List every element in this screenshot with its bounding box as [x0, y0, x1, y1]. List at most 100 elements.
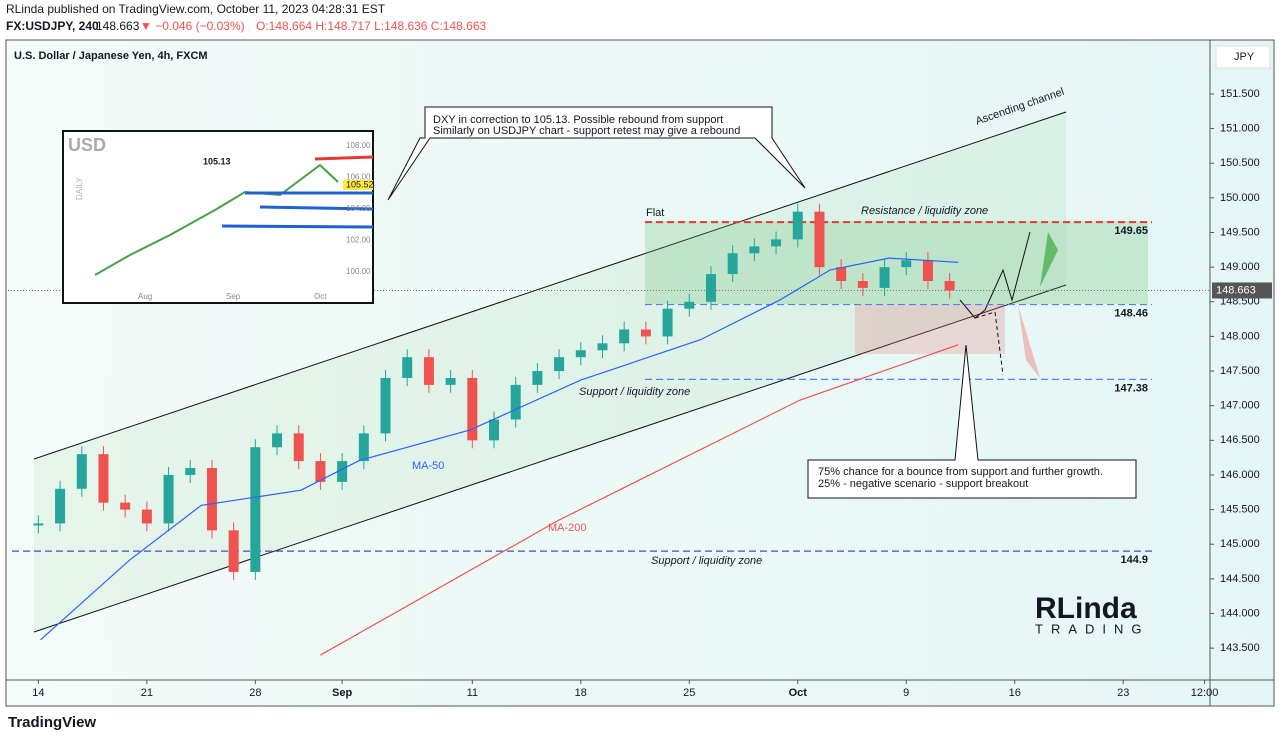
last-price-box: [1212, 282, 1272, 299]
x-tick-label: 18: [575, 687, 587, 699]
x-tick-label: 14: [32, 687, 44, 699]
y-tick-label: 150.000: [1220, 192, 1260, 204]
y-tick-label: 145.000: [1220, 538, 1260, 550]
y-tick-label: 144.000: [1220, 607, 1260, 619]
level-label: 147.38: [1114, 382, 1148, 394]
candle: [619, 329, 630, 344]
candle: [575, 350, 586, 358]
inset-last: 105.52: [346, 179, 374, 189]
inset-title: USD: [68, 135, 106, 155]
candle: [640, 329, 651, 337]
candle: [792, 211, 803, 240]
y-tick-label: 149.500: [1220, 226, 1260, 238]
footer: TradingView: [8, 714, 96, 731]
up-arrow: [1040, 232, 1058, 287]
ma-line: [320, 344, 959, 656]
down-arrow: [1018, 305, 1040, 378]
candle: [293, 433, 304, 462]
candle: [55, 488, 66, 524]
ohlc: O:148.664 H:148.717 L:148.636 C:148.663: [256, 19, 487, 33]
candle: [467, 377, 478, 441]
candle: [445, 377, 456, 385]
candle: [141, 509, 152, 524]
candle: [705, 274, 716, 302]
annotation: Flat: [646, 207, 664, 219]
callout: [807, 344, 1137, 499]
y-tick-label: 147.500: [1220, 365, 1260, 377]
y-tick-label: 148.500: [1220, 296, 1260, 308]
candle: [597, 343, 608, 351]
logo: RLinda: [1035, 592, 1137, 625]
y-tick-label: 145.500: [1220, 503, 1260, 515]
inset-y-tick: 104.00: [346, 204, 371, 213]
candle: [727, 253, 738, 275]
y-tick-label: 148.000: [1220, 330, 1260, 342]
annotation: Support / liquidity zone: [579, 386, 690, 398]
inset-last-box: [343, 180, 373, 190]
ma-line: [40, 257, 959, 641]
candle: [857, 280, 868, 288]
x-tick-label: 21: [141, 687, 153, 699]
chart-title: U.S. Dollar / Japanese Yen, 4h, FXCM: [14, 50, 208, 62]
logo-sub: TRADING: [1035, 621, 1150, 636]
x-tick-label: 12:00: [1191, 687, 1219, 699]
candle: [532, 371, 543, 385]
candle: [901, 260, 912, 268]
inset-y-tick: 100.00: [346, 267, 371, 276]
candle: [423, 357, 434, 385]
price: 148.663: [96, 19, 140, 33]
x-tick-label: 16: [1009, 687, 1021, 699]
candle: [98, 454, 109, 503]
inset-level: [314, 155, 374, 161]
y-tick-label: 143.500: [1220, 642, 1260, 654]
x-tick-label: 25: [683, 687, 695, 699]
candle: [76, 454, 87, 489]
candle: [250, 447, 261, 572]
callout-text: DXY in correction to 105.13. Possible re…: [433, 114, 723, 126]
zone: [855, 304, 1005, 354]
inset-x-tick: Oct: [314, 292, 327, 301]
candle: [684, 301, 695, 309]
level-label: 148.46: [1114, 307, 1148, 319]
candle: [272, 433, 283, 448]
callout-text: 25% - negative scenario - support breako…: [818, 478, 1028, 490]
y-tick-label: 149.000: [1220, 261, 1260, 273]
candle: [922, 260, 933, 281]
last-price: 148.663: [1216, 284, 1256, 296]
candle: [228, 530, 239, 572]
annotation: Support / liquidity zone: [651, 555, 762, 567]
inset-x-tick: Aug: [138, 292, 152, 301]
inset-level: [259, 205, 374, 211]
change: ▼ −0.046 (−0.03%): [140, 19, 245, 33]
candle: [489, 419, 500, 441]
candle: [337, 461, 348, 482]
x-tick-label: Sep: [332, 687, 352, 699]
currency-box: [1215, 45, 1271, 69]
inset-level: [221, 224, 374, 229]
flat-zone: [645, 221, 1148, 304]
y-tick-label: 151.000: [1220, 122, 1260, 134]
y-tick-label: 151.500: [1220, 88, 1260, 100]
scenario-arrow: [959, 231, 1031, 319]
candle: [33, 523, 44, 526]
candle: [814, 211, 825, 268]
y-tick-label: 146.500: [1220, 434, 1260, 446]
candle: [554, 357, 565, 372]
callout-text: Similarly on USDJPY chart - support rete…: [433, 125, 740, 137]
x-tick-label: 9: [903, 687, 909, 699]
candle: [163, 474, 174, 524]
y-tick-label: 144.500: [1220, 573, 1260, 585]
currency: JPY: [1234, 51, 1255, 63]
x-tick-label: 28: [249, 687, 261, 699]
inset-y-tick: 102.00: [346, 236, 371, 245]
inset-y-tick: 106.00: [346, 173, 371, 182]
candle: [315, 461, 326, 482]
symbol: FX:USDJPY, 240: [6, 19, 99, 33]
y-tick-label: 150.500: [1220, 157, 1260, 169]
candle: [120, 502, 131, 510]
candle: [836, 267, 847, 281]
candle: [358, 433, 369, 462]
series-label: MA-50: [412, 460, 444, 472]
candle: [662, 308, 673, 337]
